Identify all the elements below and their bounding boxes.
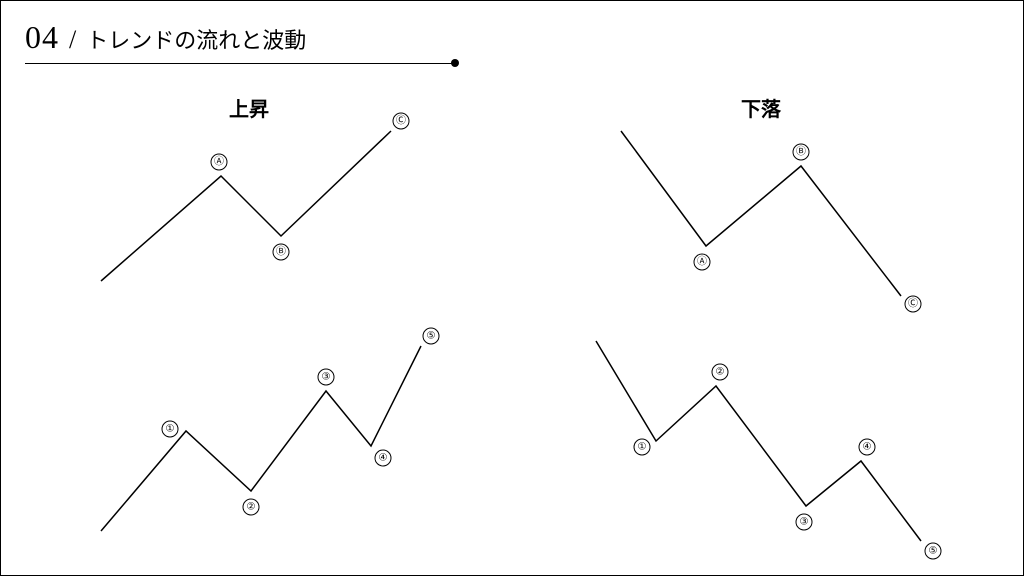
wave-label: ② — [712, 364, 728, 380]
wave-label: ⑤ — [423, 328, 439, 344]
wave-label: Ⓐ — [694, 254, 710, 270]
wave-uptrend-abc: ⒶⒷⒸ — [91, 121, 411, 301]
svg-text:Ⓐ: Ⓐ — [697, 256, 707, 268]
svg-text:④: ④ — [863, 442, 872, 453]
svg-text:⑤: ⑤ — [929, 546, 938, 557]
svg-text:①: ① — [638, 442, 647, 453]
wave-label: ③ — [318, 369, 334, 385]
wave-label: Ⓑ — [273, 244, 289, 260]
wave-label: Ⓑ — [793, 144, 809, 160]
wave-label: ① — [634, 439, 650, 455]
wave-downtrend-12345: ①②③④⑤ — [581, 331, 941, 551]
svg-text:④: ④ — [379, 453, 388, 464]
wave-label: Ⓒ — [393, 113, 409, 129]
header-slash: / — [69, 25, 76, 54]
column-title-downtrend: 下落 — [741, 93, 781, 122]
wave-label: ② — [243, 499, 259, 515]
wave-downtrend-abc: Ⓐ Ⓑ Ⓒ — [601, 121, 921, 321]
svg-text:Ⓒ: Ⓒ — [908, 298, 918, 310]
svg-text:②: ② — [247, 502, 256, 513]
svg-text:③: ③ — [800, 517, 809, 528]
page: 04 / トレンドの流れと波動 上昇 下落 Ⓐ Ⓑ Ⓒ ① ② ③ ④ ⑤ Ⓐ Ⓑ Ⓒ ① ② ③ ④… — [0, 0, 1024, 576]
header-dot-icon — [451, 59, 459, 67]
column-title-uptrend: 上昇 — [229, 93, 269, 122]
header-number: 04 — [25, 19, 59, 55]
wave-label: ④ — [859, 439, 875, 455]
wave-label: Ⓐ — [211, 154, 227, 170]
wave-label: ① — [162, 421, 178, 437]
wave-uptrend-12345: ①②③④⑤ — [91, 321, 431, 541]
svg-text:Ⓑ: Ⓑ — [796, 146, 806, 158]
header-title: トレンドの流れと波動 — [86, 28, 306, 53]
header-underline — [25, 63, 455, 64]
svg-text:Ⓑ: Ⓑ — [276, 246, 286, 258]
wave-label: ④ — [375, 450, 391, 466]
svg-text:③: ③ — [322, 372, 331, 383]
svg-text:Ⓐ: Ⓐ — [214, 156, 224, 168]
wave-label: ⑤ — [925, 543, 941, 559]
wave-label: Ⓒ — [905, 296, 921, 312]
svg-text:①: ① — [166, 424, 175, 435]
svg-text:Ⓒ: Ⓒ — [396, 115, 406, 127]
svg-text:②: ② — [716, 367, 725, 378]
header: 04 / トレンドの流れと波動 — [25, 19, 306, 56]
svg-text:⑤: ⑤ — [427, 331, 436, 342]
wave-label: ③ — [796, 514, 812, 530]
